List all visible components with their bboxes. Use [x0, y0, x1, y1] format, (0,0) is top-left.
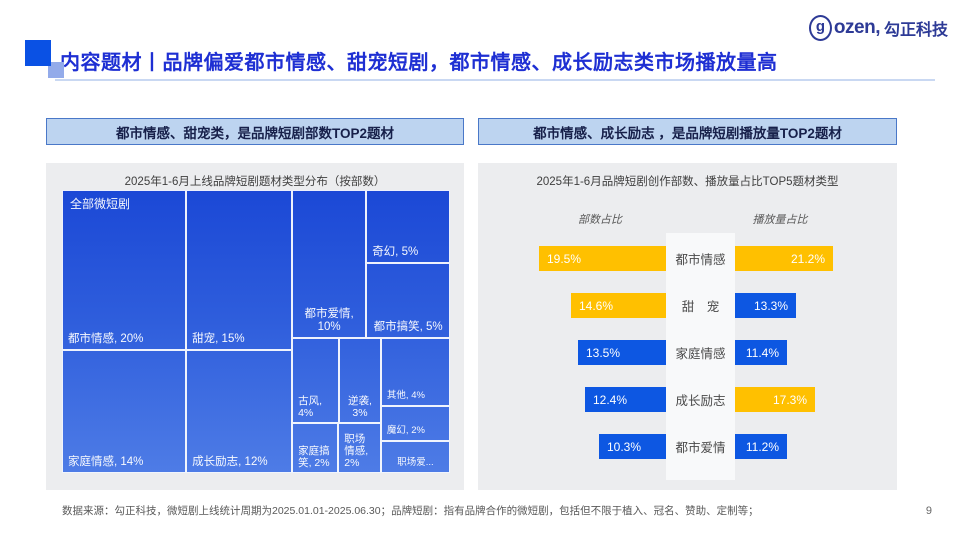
bar-value-label: 13.5% [586, 345, 621, 360]
brand-logo: g ozen, 勾正科技 [808, 15, 948, 41]
treemap-cell: 职场情感, 2% [338, 422, 381, 473]
treemap-cell-label: 奇幻, 5% [372, 245, 419, 258]
category-label: 家庭情感 [675, 347, 726, 361]
treemap-cell: 家庭情感, 14% [62, 349, 187, 473]
treemap-cell-label: 逆袭, 3% [348, 394, 372, 419]
butterfly-row: 12.4% 成长励志 17.3% [492, 376, 883, 423]
category-label: 都市情感 [675, 253, 726, 267]
right-chart-panel: 2025年1-6月品牌短剧创作部数、播放量占比TOP5题材类型 部数占比 播放量… [478, 163, 897, 490]
bar-count-share: 12.4% [585, 387, 666, 412]
page-number: 9 [925, 505, 932, 517]
treemap-cell-label: 魔幻, 2% [386, 425, 425, 437]
category-label: 成长励志 [675, 394, 726, 408]
logo-cn-text: 勾正科技 [883, 22, 948, 39]
treemap-cell: 古风, 4% [292, 338, 340, 423]
bar-value-label: 11.4% [745, 345, 779, 360]
bar-play-share: 11.2% [735, 434, 787, 459]
butterfly-series-headers: 部数占比 播放量占比 [478, 211, 897, 229]
bar-value-label: 21.2% [790, 251, 825, 266]
title-decor-square-small [48, 62, 64, 78]
treemap-cell-label: 家庭搞笑, 2% [298, 444, 330, 469]
butterfly-rows: 19.5% 都市情感 21.2% 14.6% 甜 宠 13.3% 13.5% 家庭情感 11.4… [492, 235, 883, 480]
treemap-cell-label: 家庭情感, 14% [68, 455, 144, 468]
treemap: 全部微短剧 都市情感, 20% 家庭情感, 14% 甜宠, 15% 成长励志, 12%… [62, 190, 450, 473]
bar-value-label: 17.3% [772, 392, 807, 407]
treemap-cell-label: 甜宠, 15% [192, 332, 245, 345]
treemap-cell-label: 成长励志, 12% [192, 455, 268, 468]
treemap-cell-label: 职场爱... [397, 457, 434, 469]
treemap-cell: 都市搞笑, 5% [366, 263, 450, 338]
butterfly-chart-title: 2025年1-6月品牌短剧创作部数、播放量占比TOP5题材类型 [536, 176, 839, 188]
treemap-cell-label: 都市搞笑, 5% [373, 320, 443, 333]
logo-latin-text: ozen, [833, 17, 881, 38]
series-header-play-share: 播放量占比 [752, 214, 808, 226]
bar-play-share: 17.3% [735, 387, 815, 412]
treemap-cell-label: 都市情感, 20% [68, 332, 144, 345]
bar-count-share: 14.6% [571, 293, 666, 318]
treemap-cell: 职场爱... [380, 441, 450, 473]
left-chart-panel: 2025年1-6月上线品牌短剧题材类型分布（按部数） 全部微短剧 都市情感, 2… [46, 163, 464, 490]
bar-value-label: 14.6% [579, 298, 614, 313]
treemap-cell: 都市爱情, 10% [292, 190, 367, 338]
treemap-cell: 魔幻, 2% [380, 405, 450, 441]
butterfly-row: 14.6% 甜 宠 13.3% [492, 282, 883, 329]
treemap-root-label: 全部微短剧 [70, 197, 131, 211]
bar-value-label: 11.2% [745, 439, 779, 454]
treemap-cell: 成长励志, 12% [186, 349, 293, 473]
bar-count-share: 13.5% [578, 340, 666, 365]
treemap-chart-title: 2025年1-6月上线品牌短剧题材类型分布（按部数） [124, 176, 386, 188]
category-label: 都市爱情 [675, 441, 726, 455]
category-strip [666, 233, 735, 480]
title-decor-square-big [25, 40, 51, 66]
treemap-cell: 甜宠, 15% [186, 190, 293, 350]
category-label: 甜 宠 [681, 300, 720, 314]
bar-count-share: 10.3% [599, 434, 666, 459]
left-section-header: 都市情感、甜宠类，是品牌短剧部数TOP2题材 [46, 118, 464, 145]
bar-play-share: 13.3% [735, 293, 796, 318]
treemap-cell-label: 其他, 4% [386, 389, 425, 401]
treemap-cell-label: 都市爱情, 10% [304, 307, 354, 333]
bar-value-label: 13.3% [753, 298, 788, 313]
bar-play-share: 21.2% [735, 246, 833, 271]
logo-g-icon: g [808, 15, 832, 41]
butterfly-body: 19.5% 都市情感 21.2% 14.6% 甜 宠 13.3% 13.5% 家庭情感 11.4… [492, 233, 883, 480]
right-section-header: 都市情感、成长励志 ，是品牌短剧播放量TOP2题材 [478, 118, 897, 145]
treemap-cell: 奇幻, 5% [366, 190, 450, 263]
bar-value-label: 12.4% [593, 392, 628, 407]
butterfly-row: 13.5% 家庭情感 11.4% [492, 329, 883, 376]
source-note: 数据来源：勾正科技，微短剧上线统计周期为2025.01.01-2025.06.3… [62, 505, 759, 517]
bar-play-share: 11.4% [735, 340, 787, 365]
treemap-cell: 都市情感, 20% [62, 190, 187, 350]
page-title: 内容题材丨品牌偏爱都市情感、甜宠短剧，都市情感、成长励志类市场播放量高 [60, 52, 778, 74]
bar-count-share: 19.5% [539, 246, 666, 271]
treemap-cell: 逆袭, 3% [339, 338, 381, 423]
butterfly-row: 10.3% 都市爱情 11.2% [492, 423, 883, 470]
treemap-cell: 家庭搞笑, 2% [292, 422, 339, 473]
butterfly-row: 19.5% 都市情感 21.2% [492, 235, 883, 282]
treemap-cell-label: 职场情感, 2% [344, 432, 369, 469]
treemap-cell-label: 古风, 4% [298, 394, 322, 419]
treemap-cell: 其他, 4% [380, 338, 450, 406]
bar-value-label: 10.3% [607, 439, 642, 454]
bar-value-label: 19.5% [547, 251, 582, 266]
series-header-count-share: 部数占比 [578, 214, 622, 226]
title-underline [55, 79, 935, 81]
